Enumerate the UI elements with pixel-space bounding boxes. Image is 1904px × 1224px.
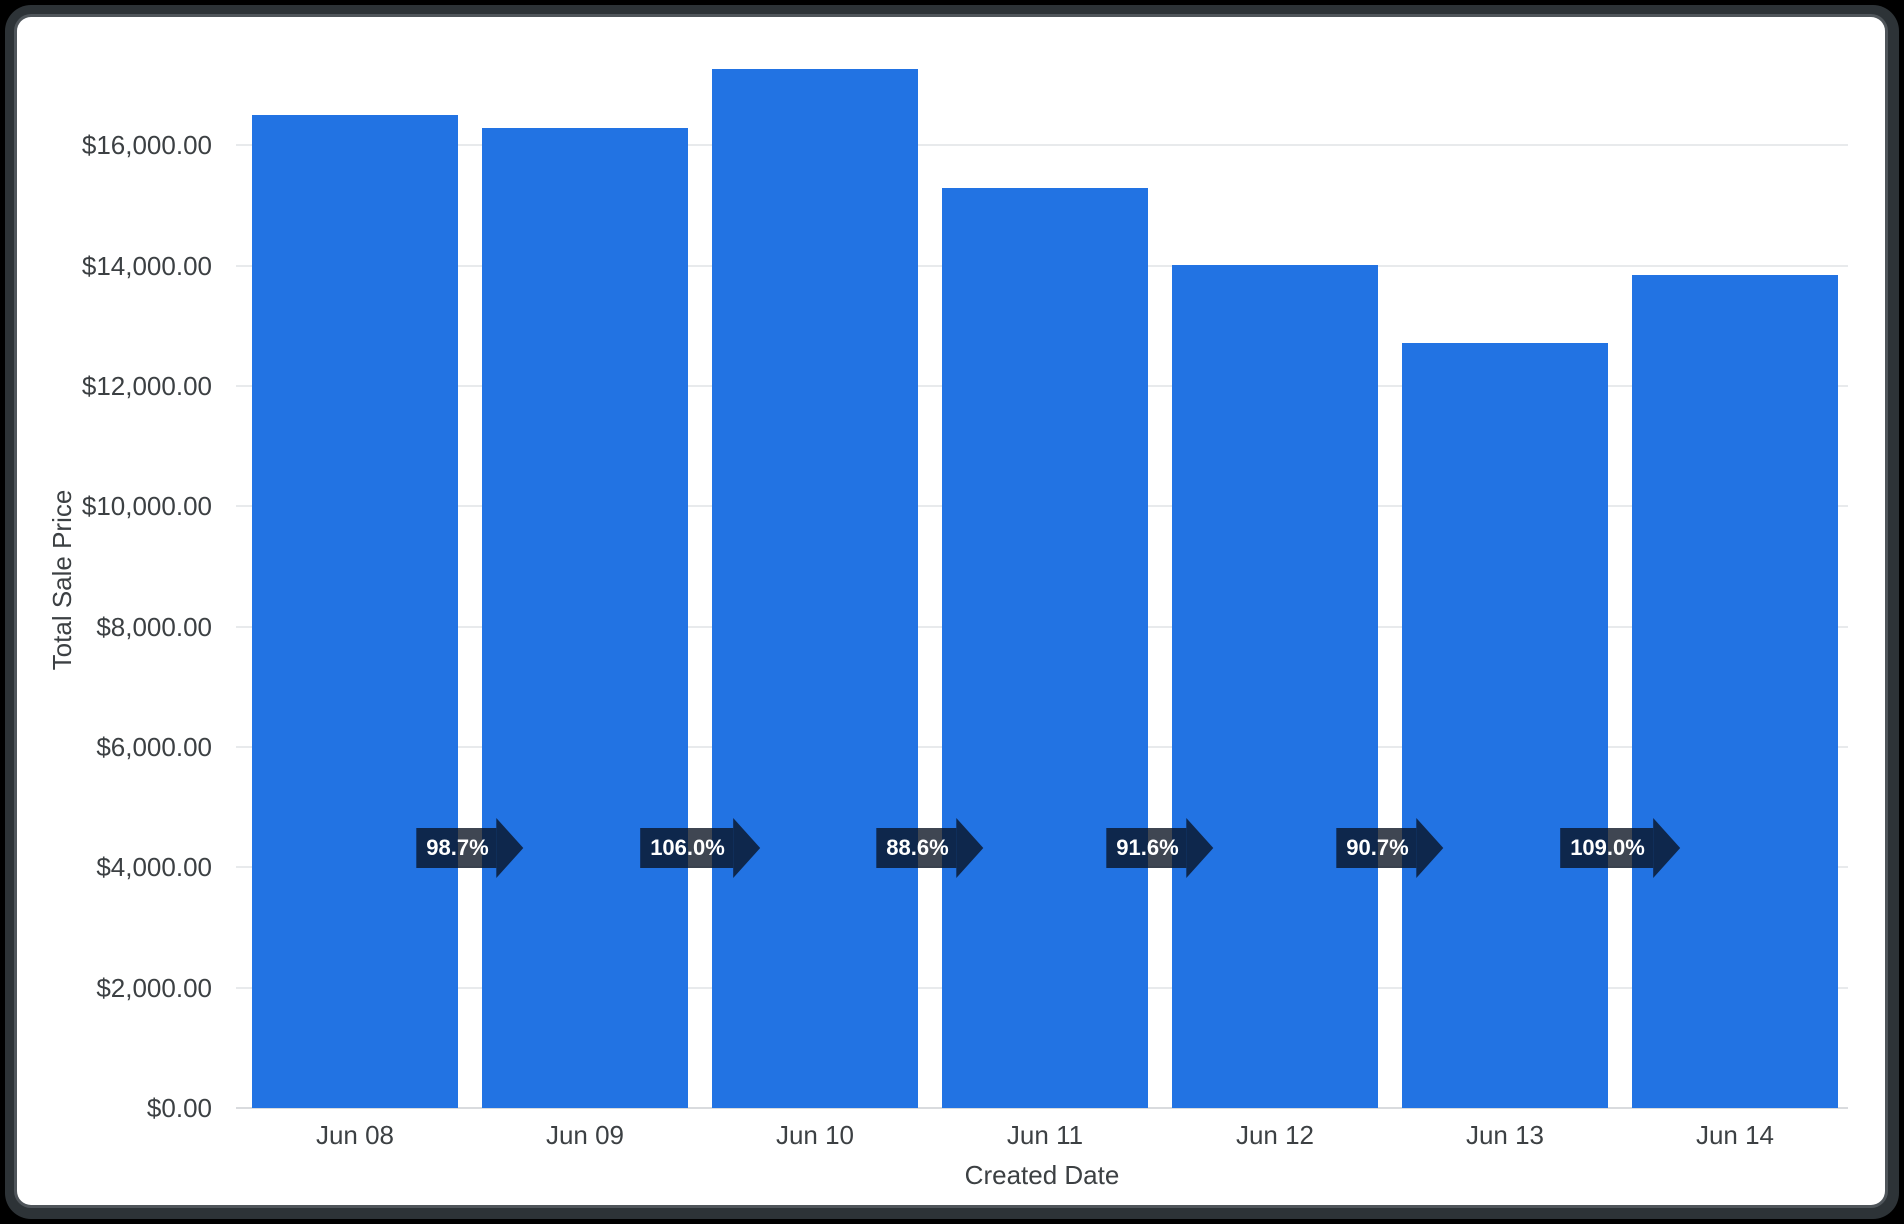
percent-change-badge: 91.6%	[1106, 818, 1214, 878]
bar-jun-09[interactable]	[482, 128, 688, 1108]
bar-jun-10[interactable]	[712, 69, 918, 1108]
percent-change-badge: 98.7%	[416, 818, 524, 878]
percent-change-value: 88.6%	[876, 828, 957, 868]
y-tick-label: $12,000.00	[81, 370, 212, 401]
percent-change-badge: 90.7%	[1336, 818, 1444, 878]
arrow-right-icon	[496, 818, 524, 878]
bar-jun-14[interactable]	[1632, 274, 1838, 1108]
bar-jun-08[interactable]	[252, 115, 458, 1108]
percent-change-badge: 109.0%	[1560, 818, 1680, 878]
y-tick-label: $8,000.00	[96, 611, 212, 642]
y-tick-label: $14,000.00	[81, 250, 212, 281]
y-tick-label: $10,000.00	[81, 491, 212, 522]
y-tick-label: $2,000.00	[96, 972, 212, 1003]
x-tick-label: Jun 14	[1695, 1120, 1775, 1150]
percent-change-value: 91.6%	[1106, 828, 1187, 868]
x-tick-label: Jun 11	[1006, 1120, 1084, 1150]
arrow-right-icon	[1186, 818, 1214, 878]
x-tick-label: Jun 13	[1465, 1120, 1545, 1150]
percent-change-value: 106.0%	[640, 828, 733, 868]
x-tick-label: Jun 08	[315, 1120, 395, 1150]
arrow-right-icon	[1416, 818, 1444, 878]
percent-change-value: 98.7%	[416, 828, 497, 868]
bar-jun-13[interactable]	[1402, 343, 1608, 1108]
percent-change-badge: 88.6%	[876, 818, 984, 878]
y-tick-label: $6,000.00	[96, 731, 212, 762]
y-tick-label: $4,000.00	[96, 852, 212, 883]
x-axis-title: Created Date	[964, 1160, 1120, 1190]
arrow-right-icon	[1652, 818, 1680, 878]
y-tick-label: $16,000.00	[81, 130, 212, 161]
x-tick-label: Jun 10	[775, 1120, 855, 1150]
y-axis-title: Total Sale Price	[47, 489, 77, 671]
bar-jun-12[interactable]	[1172, 264, 1378, 1108]
percent-change-value: 90.7%	[1336, 828, 1417, 868]
bar-jun-11[interactable]	[942, 187, 1148, 1108]
x-axis-baseline	[236, 1107, 1848, 1109]
x-tick-label: Jun 09	[545, 1120, 625, 1150]
y-tick-label: $0.00	[146, 1093, 212, 1123]
gridline	[236, 144, 1848, 147]
percent-change-badge: 106.0%	[640, 818, 760, 878]
x-tick-label: Jun 12	[1235, 1120, 1315, 1150]
percent-change-value: 109.0%	[1560, 828, 1653, 868]
arrow-right-icon	[956, 818, 984, 878]
arrow-right-icon	[732, 818, 760, 878]
